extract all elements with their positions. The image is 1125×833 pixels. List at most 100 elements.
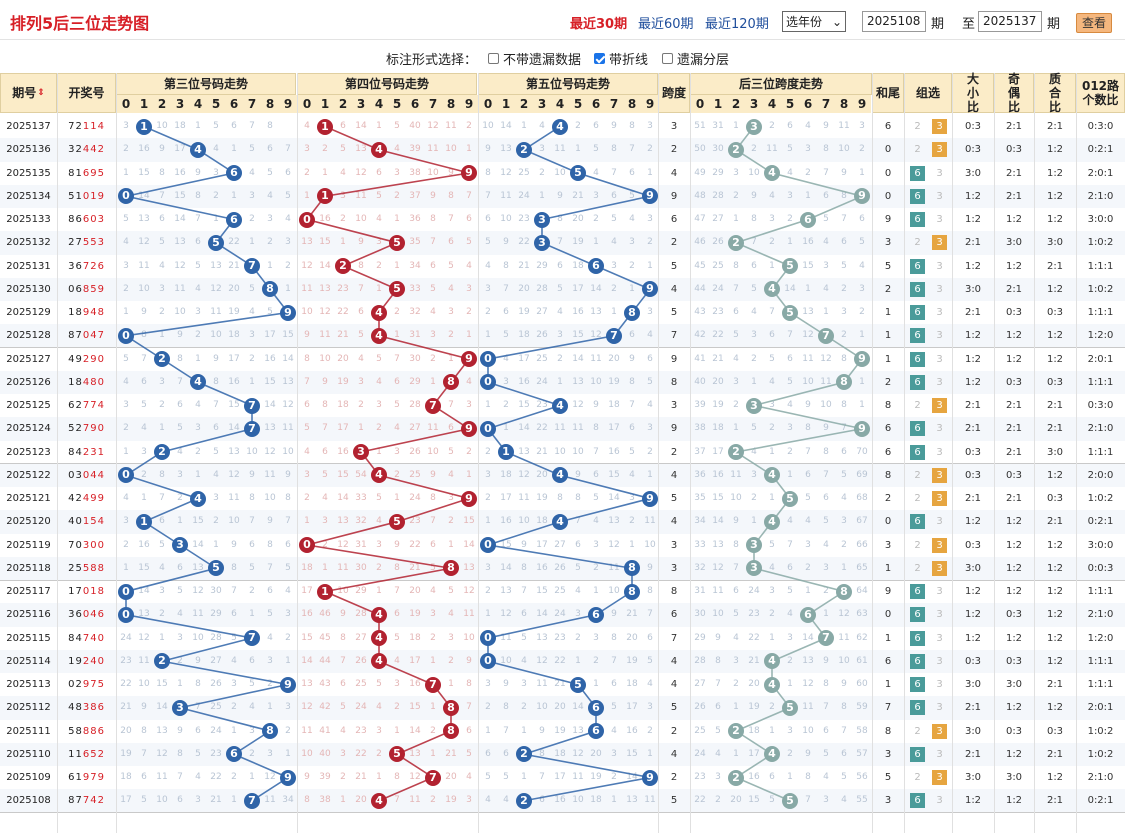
miss-count-cell: 20 (536, 469, 548, 480)
miss-count-cell: 5 (769, 539, 775, 550)
miss-count-cell: 7 (267, 562, 273, 573)
miss-count-cell: 2 (249, 353, 255, 364)
miss-count-cell: 2 (123, 539, 129, 550)
miss-count-cell: 6 (503, 748, 509, 759)
miss-count-cell: 16 (409, 679, 421, 689)
miss-count-cell: 5 (448, 586, 454, 596)
group-other-cell: 3 (936, 795, 943, 807)
miss-layer-option[interactable]: 遗漏分层 (662, 49, 729, 68)
miss-count-cell: 5 (376, 190, 382, 201)
miss-count-cell: 21 (337, 330, 349, 341)
miss-count-cell: 21 (445, 748, 457, 759)
with-line-option[interactable]: 带折线 (594, 49, 648, 68)
miss-count-cell: 41 (694, 353, 706, 364)
miss-count-cell: 2 (859, 307, 865, 317)
sum-tail-cell: 0 (884, 190, 892, 202)
miss-count-cell: 7 (285, 516, 291, 527)
miss-count-cell: 1 (647, 167, 653, 178)
miss-count-cell: 11 (802, 353, 814, 364)
miss-count-cell: 5 (521, 632, 527, 643)
miss-count-cell: 3 (394, 679, 400, 689)
prime-cell: 0:3 (1046, 493, 1064, 504)
miss-count-cell: 8 (448, 190, 454, 201)
no-miss-option[interactable]: 不带遗漏数据 (488, 49, 581, 68)
period-header[interactable]: 期号 ⇕ (0, 73, 57, 113)
miss-count-cell: 2 (376, 562, 382, 573)
miss-count-cell: 4 (823, 539, 829, 550)
miss-count-cell: 1 (394, 330, 400, 341)
miss-count-cell: 25 (518, 167, 530, 178)
period-120-link[interactable]: 最近120期 (705, 17, 769, 32)
miss-count-cell: 40 (694, 376, 706, 387)
miss-count-cell: 4 (787, 400, 793, 410)
miss-count-cell: 26 (409, 446, 421, 457)
miss-count-cell: 1 (521, 725, 527, 736)
miss-count-cell: 9 (448, 167, 454, 178)
miss-count-cell: 13 (337, 516, 349, 527)
miss-count-cell: 5 (340, 702, 346, 713)
miss-count-cell: 15 (264, 376, 276, 387)
group-other-cell: 3 (936, 330, 943, 342)
miss-count-cell: 4 (503, 353, 509, 364)
miss-count-cell: 12 (174, 260, 186, 271)
miss-count-cell: 3 (376, 539, 382, 550)
miss-count-cell: 3 (231, 679, 237, 689)
miss-count-cell: 8 (593, 423, 599, 434)
miss-count-cell: 3 (733, 167, 739, 178)
miss-count-cell: 3 (159, 586, 165, 596)
checkbox-icon[interactable] (662, 53, 673, 64)
table-row: 2025123 84231 1 3 4 2 5 13 10 12 10 4 6 16 1 3 26 10 5 2 2 13… (0, 441, 1125, 464)
span-cell: 8 (670, 586, 678, 597)
group-badge: 3 (932, 467, 947, 483)
span-trend-header: 后三位跨度走势 (690, 73, 872, 95)
group-badge: 3 (932, 770, 947, 785)
miss-count-cell: 6 (466, 725, 472, 736)
period-60-link[interactable]: 最近60期 (638, 17, 694, 32)
miss-count-cell: 11 (264, 795, 276, 806)
miss-count-cell: 11 (264, 469, 276, 480)
miss-count-cell: 3 (485, 283, 491, 294)
miss-count-cell: 7 (466, 190, 472, 201)
span-cell: 4 (670, 655, 678, 667)
miss-count-cell: 6 (394, 609, 400, 620)
miss-count-cell: 6 (629, 330, 635, 341)
miss-count-cell: 9 (611, 609, 617, 620)
period-cell: 2025122 (6, 469, 51, 481)
from-period-input[interactable]: 2025108 (862, 11, 926, 32)
period-30-link[interactable]: 最近30期 (570, 17, 628, 32)
miss-count-cell: 11 (319, 330, 331, 341)
digit-header: 7 (605, 95, 623, 113)
miss-count-cell: 2 (823, 586, 829, 596)
winning-number-cell: 06859 (68, 283, 105, 295)
miss-count-cell: 13 (536, 632, 548, 643)
miss-count-cell: 14 (337, 493, 349, 503)
miss-count-cell: 6 (231, 121, 237, 131)
winning-number-cell: 18480 (68, 376, 105, 388)
miss-count-cell: 5 (751, 283, 757, 294)
to-period-input[interactable]: 2025137 (978, 11, 1042, 32)
winning-number-cell: 32442 (68, 144, 105, 156)
column-divider (1034, 73, 1035, 833)
view-button[interactable]: 查看 (1076, 13, 1112, 33)
checkbox-icon[interactable] (488, 53, 499, 64)
miss-count-cell: 4 (629, 469, 635, 480)
year-select[interactable]: 选年份 ⌄ (782, 11, 846, 32)
winning-number-cell: 51019 (68, 190, 105, 202)
period-cell: 2025125 (6, 400, 51, 411)
miss-count-cell: 7 (322, 423, 328, 434)
miss-count-cell: 29 (210, 609, 222, 620)
miss-count-cell: 12 (319, 307, 331, 317)
miss-count-cell: 12 (138, 237, 150, 248)
miss-count-cell: 8 (611, 632, 617, 643)
miss-count-cell: 28 (409, 400, 421, 410)
group-badge: 3 (932, 142, 947, 158)
miss-count-cell: 8 (521, 562, 527, 573)
miss-count-cell: 3 (485, 562, 491, 573)
sum-tail-cell: 0 (884, 144, 892, 156)
miss-count-cell: 35 (694, 493, 706, 503)
group-badge: 3 (932, 235, 947, 251)
miss-count-cell: 3 (466, 400, 472, 410)
miss-count-cell: 9 (466, 655, 472, 666)
miss-count-cell: 15 (319, 237, 331, 248)
checkbox-checked-icon[interactable] (594, 53, 605, 64)
